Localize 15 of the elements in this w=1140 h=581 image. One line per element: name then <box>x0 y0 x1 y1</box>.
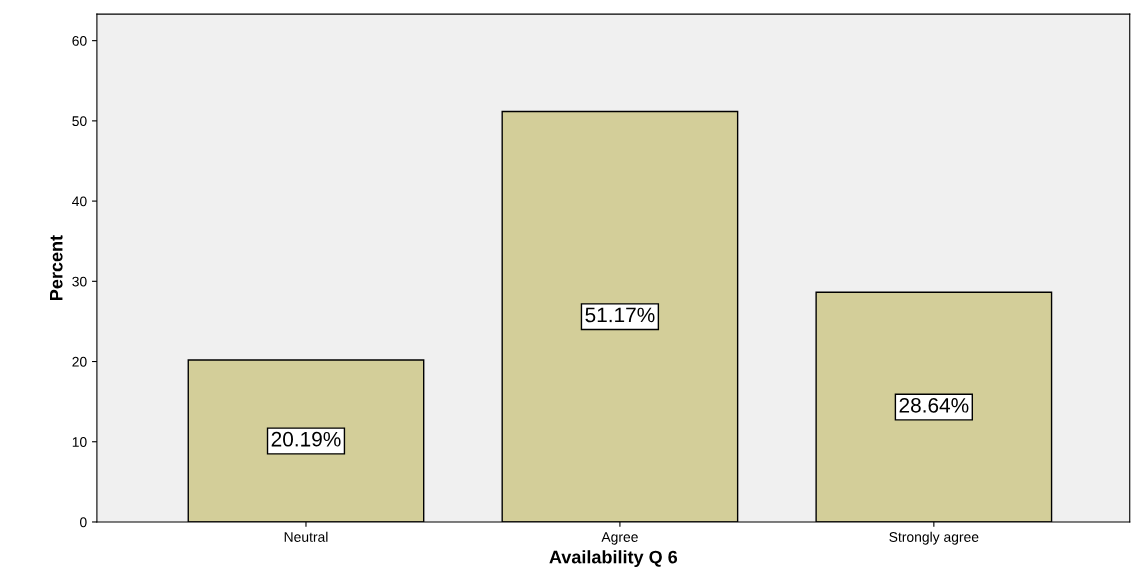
x-tick-label: Agree <box>601 532 638 545</box>
y-tick-label: 50 <box>72 116 87 127</box>
data-label: 20.19% <box>271 431 341 447</box>
data-label: 28.64% <box>899 397 969 413</box>
x-axis-title: Availability Q 6 <box>549 550 678 568</box>
y-tick-label: 60 <box>72 35 87 46</box>
data-label: 51.17% <box>585 307 655 323</box>
x-tick-label: Neutral <box>284 531 328 542</box>
y-tick-label: 30 <box>72 276 87 287</box>
y-tick-label: 40 <box>72 196 87 207</box>
y-axis-title: Percent <box>50 235 63 300</box>
y-tick-label: 10 <box>72 437 87 447</box>
y-tick-label: 0 <box>80 517 87 528</box>
x-tick-label: Strongly agree <box>889 531 979 545</box>
y-tick-label: 20 <box>72 356 87 367</box>
